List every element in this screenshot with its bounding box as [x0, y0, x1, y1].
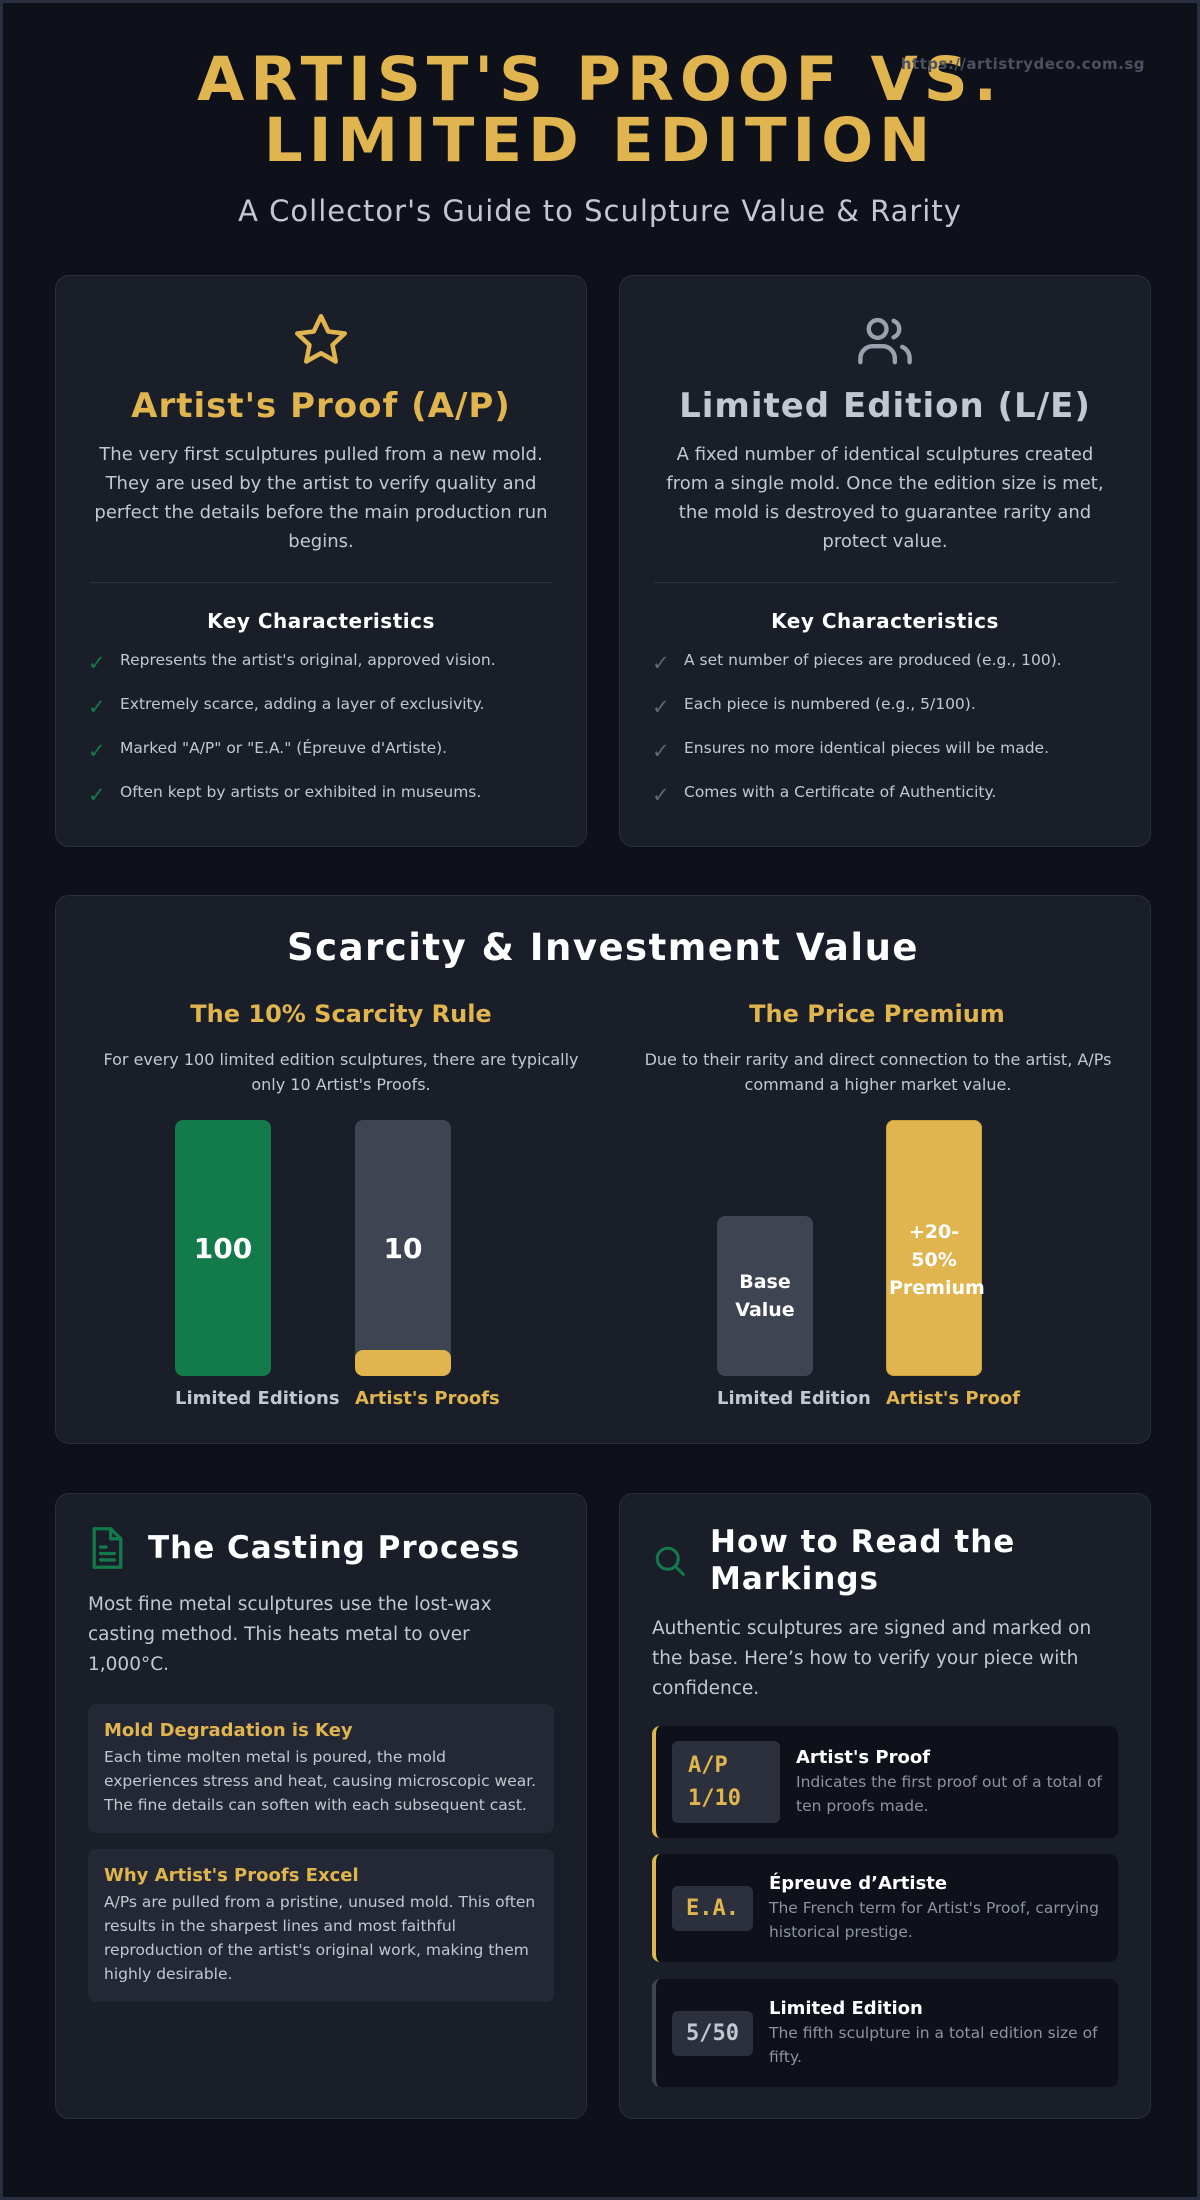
search-icon: [652, 1543, 688, 1579]
key-characteristics-title: Key Characteristics: [771, 609, 999, 633]
check-icon: ✓: [88, 739, 106, 763]
marking-code: E.A.: [672, 1885, 753, 1931]
list-item-text: Comes with a Certificate of Authenticity…: [684, 783, 997, 801]
price-premium-title: The Price Premium: [749, 1000, 1005, 1028]
bar-premium: +20-50% Premium: [886, 1120, 985, 1376]
marking-item: E.A. Épreuve d’Artiste The French term f…: [652, 1854, 1118, 1962]
marking-item: A/P 1/10 Artist's Proof Indicates the fi…: [652, 1726, 1118, 1838]
list-item-text: Represents the artist's original, approv…: [120, 651, 496, 669]
casting-process-header: The Casting Process: [88, 1526, 554, 1570]
list-item: ✓ Often kept by artists or exhibited in m…: [88, 783, 554, 827]
bar-artists-proofs-fill: [355, 1350, 451, 1376]
marking-text: Épreuve d’Artiste The French term for Ar…: [769, 1873, 1118, 1944]
casting-process-intro: Most fine metal sculptures use the lost-…: [88, 1594, 492, 1675]
limited-edition-description: A fixed number of identical sculptures c…: [666, 444, 1104, 552]
marking-code: A/P 1/10: [672, 1741, 780, 1823]
limited-edition-card: Limited Edition (L/E) A fixed number of …: [619, 275, 1151, 847]
key-characteristics-title: Key Characteristics: [207, 609, 435, 633]
info-box: Mold Degradation is Key Each time molten…: [88, 1704, 554, 1833]
artist-proof-characteristics: ✓ Represents the artist's original, appro…: [56, 651, 586, 827]
list-item-text: A set number of pieces are produced (e.g…: [684, 651, 1062, 669]
marking-code-line: 1/10: [688, 1786, 741, 1811]
users-icon: [620, 310, 1150, 370]
scarcity-rule-title: The 10% Scarcity Rule: [190, 1000, 492, 1028]
page-title-line-2: LIMITED EDITION: [263, 105, 937, 176]
info-box-title: Why Artist's Proofs Excel: [104, 1865, 359, 1886]
list-item: ✓ Each piece is numbered (e.g., 5/100).: [652, 695, 1118, 739]
marking-description: Indicates the first proof out of a total…: [796, 1772, 1102, 1815]
check-icon: ✓: [652, 695, 670, 719]
bar-base-value: Base Value: [717, 1216, 813, 1376]
marking-title: Artist's Proof: [796, 1746, 931, 1768]
list-item: ✓ Comes with a Certificate of Authenticit…: [652, 783, 1118, 827]
marking-description: The French term for Artist's Proof, carr…: [768, 1898, 1099, 1941]
markings-title: How to Read the Markings: [710, 1524, 1016, 1597]
bar-label-limited-editions: Limited Editions: [175, 1388, 340, 1409]
scarcity-rule-description: For every 100 limited edition sculptures…: [103, 1050, 579, 1094]
bar-limited-editions: 100: [175, 1120, 271, 1376]
artist-proof-title: Artist's Proof (A/P): [131, 386, 511, 426]
price-premium-description: Due to their rarity and direct connectio…: [644, 1050, 1112, 1094]
page-title-line-1: ARTIST'S PROOF VS.: [197, 44, 1003, 115]
marking-code: 5/50: [672, 2010, 753, 2056]
casting-process-card: The Casting Process Most fine metal scul…: [55, 1493, 587, 2119]
bar-label-artists-proofs: Artist's Proofs: [355, 1388, 500, 1409]
artist-proof-description: The very first sculptures pulled from a …: [94, 444, 548, 552]
check-icon: ✓: [88, 695, 106, 719]
markings-intro: Authentic sculptures are signed and mark…: [652, 1618, 1092, 1699]
star-icon: [56, 310, 586, 370]
marking-title: Limited Edition: [768, 1997, 923, 2019]
list-item-text: Often kept by artists or exhibited in mu…: [120, 783, 482, 801]
page-subtitle: A Collector's Guide to Sculpture Value &…: [238, 194, 962, 228]
check-icon: ✓: [652, 783, 670, 807]
markings-card: How to Read the Markings Authentic sculp…: [619, 1493, 1151, 2119]
marking-title: Épreuve d’Artiste: [768, 1872, 948, 1894]
limited-edition-characteristics: ✓ A set number of pieces are produced (e.…: [620, 651, 1150, 827]
bar-value-label: Base Value: [735, 1271, 795, 1321]
check-icon: ✓: [652, 651, 670, 675]
list-item-text: Ensures no more identical pieces will be…: [684, 739, 1050, 757]
marking-description: The fifth sculpture in a total edition s…: [768, 2023, 1098, 2066]
check-icon: ✓: [88, 783, 106, 807]
divider: [90, 582, 552, 583]
info-box-text: Each time molten metal is poured, the mo…: [104, 1748, 537, 1814]
marking-code-line: A/P: [688, 1753, 728, 1778]
list-item: ✓ Represents the artist's original, appro…: [88, 651, 554, 695]
list-item-text: Marked "A/P" or "E.A." (Épreuve d'Artist…: [120, 739, 448, 757]
bar-artists-proofs-track: 10: [355, 1120, 451, 1376]
marking-text: Limited Edition The fifth sculpture in a…: [769, 1998, 1118, 2069]
list-item-text: Extremely scarce, adding a layer of excl…: [120, 695, 485, 713]
info-box-text: A/Ps are pulled from a pristine, unused …: [104, 1893, 536, 1983]
list-item: ✓ Ensures no more identical pieces will b…: [652, 739, 1118, 783]
casting-process-title: The Casting Process: [148, 1530, 521, 1566]
list-item-text: Each piece is numbered (e.g., 5/100).: [684, 695, 976, 713]
bar-label-limited-edition: Limited Edition: [717, 1388, 871, 1409]
page-header: ARTIST'S PROOF VS. LIMITED EDITION A Col…: [3, 3, 1197, 228]
marking-item: 5/50 Limited Edition The fifth sculpture…: [652, 1979, 1118, 2087]
bar-label-artists-proof: Artist's Proof: [886, 1388, 1021, 1409]
bar-value-label: 100: [193, 1231, 253, 1265]
info-box-title: Mold Degradation is Key: [104, 1720, 353, 1741]
document-icon: [88, 1526, 126, 1570]
bar-value-label: 10: [383, 1231, 423, 1265]
artist-proof-card: Artist's Proof (A/P) The very first scul…: [55, 275, 587, 847]
check-icon: ✓: [652, 739, 670, 763]
list-item: ✓ Marked "A/P" or "E.A." (Épreuve d'Artis…: [88, 739, 554, 783]
list-item: ✓ A set number of pieces are produced (e.…: [652, 651, 1118, 695]
info-box: Why Artist's Proofs Excel A/Ps are pulle…: [88, 1849, 554, 2002]
bar-value-label: +20-50% Premium: [889, 1221, 985, 1299]
scarcity-card: Scarcity & Investment Value The 10% Scar…: [55, 895, 1151, 1444]
limited-edition-title: Limited Edition (L/E): [679, 386, 1091, 426]
site-url: https://artistrydeco.com.sg: [900, 55, 1145, 73]
markings-header: How to Read the Markings: [652, 1524, 1118, 1598]
marking-text: Artist's Proof Indicates the first proof…: [796, 1747, 1118, 1818]
list-item: ✓ Extremely scarce, adding a layer of exc…: [88, 695, 554, 739]
check-icon: ✓: [88, 651, 106, 675]
scarcity-title: Scarcity & Investment Value: [286, 926, 920, 969]
divider: [654, 582, 1116, 583]
